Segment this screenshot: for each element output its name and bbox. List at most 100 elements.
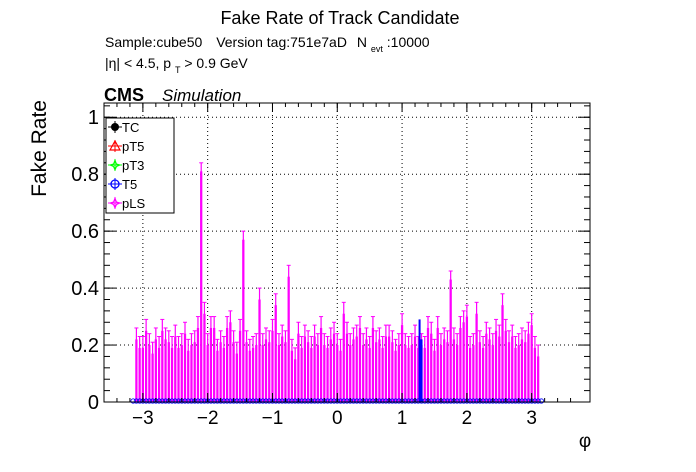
baseline-marker (392, 398, 399, 404)
baseline-marker (435, 398, 441, 404)
baseline-marker (422, 398, 428, 404)
x-tick-label: −2 (197, 408, 219, 429)
baseline-marker (188, 398, 195, 404)
pls-bar (400, 325, 404, 402)
pls-bar (345, 333, 349, 402)
pls-bar (151, 353, 154, 402)
cut-subscript: T (175, 65, 181, 75)
pls-bar (242, 239, 245, 402)
baseline-marker (299, 398, 305, 404)
baseline-marker (538, 398, 545, 404)
pls-bar (180, 345, 183, 402)
baseline-marker (289, 398, 295, 404)
legend-marker-tc (111, 123, 119, 131)
baseline-marker (224, 398, 230, 404)
y-tick-label: 0 (88, 392, 99, 414)
baseline-marker (162, 398, 169, 404)
baseline-marker (159, 398, 165, 404)
pls-bar (527, 333, 530, 402)
pls-bar (268, 342, 271, 402)
pls-bar (423, 347, 426, 402)
baseline-marker (402, 398, 408, 404)
pls-bar (251, 347, 255, 402)
pls-bar (326, 347, 329, 402)
pls-bar (248, 350, 251, 402)
legend-marker-t5 (110, 179, 120, 189)
baseline-marker (175, 398, 182, 404)
baseline-marker (260, 398, 266, 404)
pls-bar (365, 339, 368, 402)
pls-bar (443, 339, 446, 402)
pls-bar (206, 345, 209, 402)
pls-bar (300, 347, 303, 402)
y-tick-label: 0.6 (71, 221, 99, 243)
pls-bar (209, 327, 213, 402)
baseline-marker (208, 398, 214, 404)
baseline-marker (237, 398, 243, 404)
pls-bar (310, 347, 313, 402)
pls-bar (407, 347, 410, 402)
baseline-marker (409, 398, 415, 404)
pls-bar (245, 342, 248, 402)
legend: TC pT5 pT3 T5 pLS (105, 117, 175, 214)
pls-bar (264, 339, 268, 402)
baseline-marker (367, 398, 373, 404)
pls-bar (413, 336, 417, 402)
pls-bar (468, 347, 472, 402)
pls-bar (287, 276, 290, 402)
pls-bar (342, 313, 345, 402)
pls-bar (222, 347, 226, 402)
x-tick-label: 2 (462, 408, 473, 429)
pls-bar (297, 333, 300, 402)
pls-bar (281, 336, 284, 402)
baseline-marker (357, 398, 363, 404)
baseline-marker (483, 398, 489, 404)
baseline-marker (214, 398, 220, 404)
pls-bar (277, 345, 281, 402)
baseline-marker (370, 398, 376, 404)
baseline-marker (227, 398, 233, 404)
info-line-2: |η| < 4.5, p T > 0.9 GeV (105, 55, 248, 76)
baseline-marker (273, 398, 279, 404)
pls-bar (294, 359, 297, 402)
pls-bar (258, 299, 261, 402)
y-tick-label: 0.2 (71, 335, 99, 357)
baseline-marker (247, 398, 253, 404)
pls-bar (313, 336, 316, 402)
pls-bar (157, 347, 161, 402)
baseline-marker (470, 398, 476, 404)
pls-bar (478, 342, 481, 402)
pls-bar (498, 336, 501, 402)
pls-bar (417, 347, 420, 402)
baseline-marker (512, 398, 519, 404)
baseline-marker (263, 398, 269, 404)
pls-bar (491, 345, 494, 402)
baseline-marker (130, 398, 136, 404)
baseline-marker (444, 398, 451, 404)
t5-bar (418, 319, 421, 402)
pls-bar (439, 345, 443, 402)
x-tick-label: −3 (132, 408, 154, 429)
baseline-marker (448, 398, 454, 404)
cms-label: CMS (104, 85, 144, 105)
nevt-label: N (357, 34, 367, 50)
pls-bar (232, 342, 235, 402)
baseline-marker (415, 398, 421, 404)
pls-bar (501, 305, 504, 402)
pls-bar (404, 345, 407, 402)
baseline-marker (137, 398, 143, 404)
pls-bar (410, 345, 413, 402)
pls-bar (430, 333, 433, 402)
chart-title: Fake Rate of Track Candidate (220, 8, 459, 28)
baseline-marker (431, 398, 438, 404)
info-line-1: Sample:cube50 Version tag:751e7aD N evt … (105, 34, 430, 55)
pls-bar (164, 339, 167, 402)
baseline-marker (234, 398, 240, 404)
baseline-marker (344, 398, 350, 404)
pls-bar (316, 345, 319, 402)
pls-bar (375, 342, 378, 402)
pls-bar (475, 313, 478, 402)
legend-marker-pt3 (108, 158, 122, 172)
baseline-marker (286, 398, 292, 404)
